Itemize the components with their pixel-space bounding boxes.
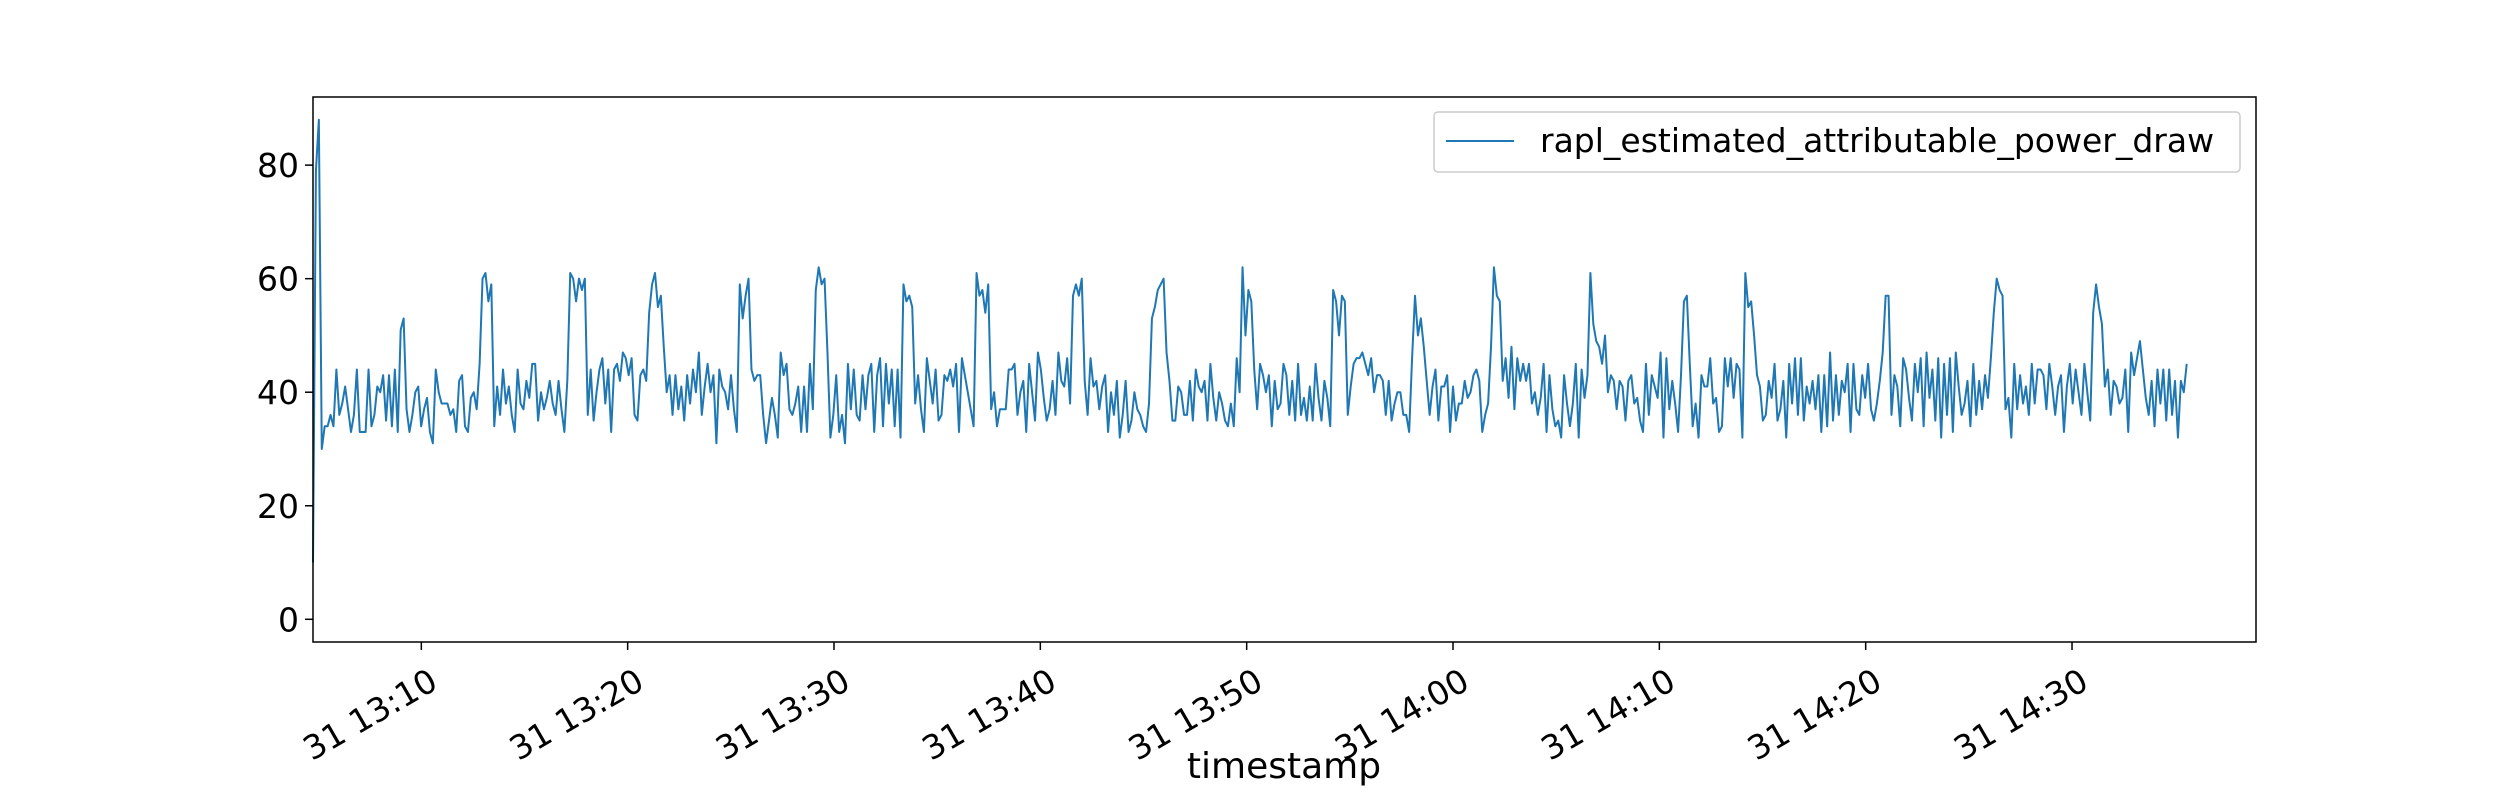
plot-frame (312, 96, 2257, 643)
y-tick-label: 20 (257, 487, 299, 526)
x-tick-label: 31 13:30 (709, 661, 856, 769)
x-tick-label: 31 14:30 (1947, 661, 2094, 769)
y-axis-ticks: 0 20 40 60 80 (257, 146, 313, 639)
y-tick-label: 40 (257, 373, 299, 412)
y-tick-label: 60 (257, 260, 299, 299)
y-tick-label: 0 (278, 600, 299, 639)
x-tick-label: 31 13:10 (296, 661, 443, 769)
series-line (312, 118, 2188, 563)
x-tick-label: 31 14:10 (1534, 661, 1681, 769)
legend-label: rapl_estimated_attributable_power_draw (1540, 121, 2214, 160)
legend: rapl_estimated_attributable_power_draw (1433, 111, 2241, 173)
x-axis-label: timestamp (1187, 746, 1381, 787)
x-tick-label: 31 13:20 (503, 661, 650, 769)
x-tick-label: 31 14:20 (1741, 661, 1888, 769)
x-tick-label: 31 13:40 (915, 661, 1062, 769)
legend-box (1433, 111, 2241, 173)
y-tick-label: 80 (257, 146, 299, 185)
